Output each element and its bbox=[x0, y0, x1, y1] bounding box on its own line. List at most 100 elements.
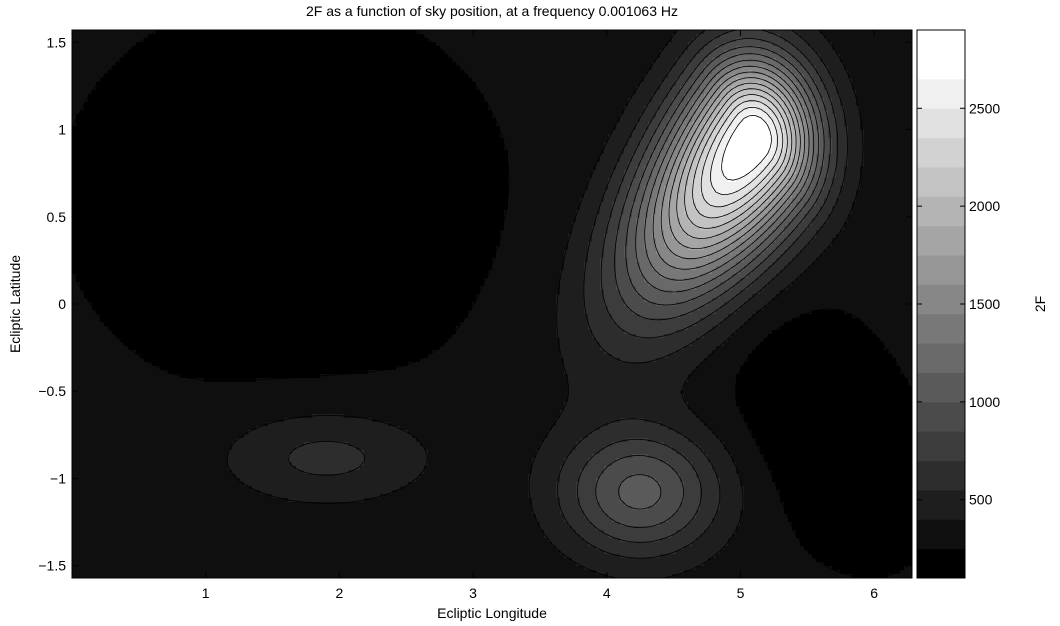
contour-band-cell bbox=[700, 478, 721, 483]
contour-band-cell bbox=[732, 94, 745, 99]
contour-band-cell bbox=[736, 78, 765, 83]
contour-band-cell bbox=[776, 170, 785, 175]
contour-band-cell bbox=[672, 182, 681, 187]
contour-band-cell bbox=[792, 190, 801, 195]
contour-band-cell bbox=[560, 278, 585, 283]
contour-band-cell bbox=[616, 166, 629, 171]
contour-band-cell bbox=[684, 230, 725, 235]
contour-band-cell bbox=[736, 106, 749, 111]
contour-band-cell bbox=[716, 98, 721, 103]
contour-band-cell bbox=[724, 546, 805, 551]
contour-band-cell bbox=[644, 246, 657, 251]
contour-band-cell bbox=[636, 250, 649, 255]
contour-band-cell bbox=[644, 218, 653, 223]
contour-band-cell bbox=[772, 194, 777, 199]
colorbar-band bbox=[917, 343, 965, 373]
contour-band-cell bbox=[844, 62, 912, 67]
contour-band-cell bbox=[408, 430, 549, 435]
contour-band-cell bbox=[700, 114, 705, 119]
contour-band-cell bbox=[836, 114, 845, 119]
contour-band-cell bbox=[716, 154, 725, 159]
contour-band-cell bbox=[804, 186, 809, 191]
contour-band-cell bbox=[788, 114, 793, 119]
contour-band-cell bbox=[648, 122, 661, 127]
contour-band-cell bbox=[644, 106, 661, 111]
contour-band-cell bbox=[568, 454, 593, 459]
contour-band-cell bbox=[800, 62, 813, 67]
contour-band-cell bbox=[588, 458, 617, 463]
contour-band-cell bbox=[740, 510, 785, 515]
contour-band-cell bbox=[592, 430, 677, 435]
contour-band-cell bbox=[848, 214, 912, 219]
contour-band-cell bbox=[848, 142, 865, 147]
contour-band-cell bbox=[628, 222, 637, 227]
contour-band-cell bbox=[284, 418, 373, 423]
contour-band-cell bbox=[772, 330, 873, 335]
contour-band-cell bbox=[740, 518, 789, 523]
contour-band-cell bbox=[716, 134, 725, 139]
contour-band-cell bbox=[648, 506, 681, 511]
contour-band-cell bbox=[800, 250, 825, 255]
contour-band-cell bbox=[780, 90, 789, 95]
contour-band-cell bbox=[692, 222, 725, 227]
contour-band-cell bbox=[824, 142, 833, 147]
colorbar-band bbox=[917, 255, 965, 285]
contour-band-cell bbox=[616, 274, 629, 279]
contour-band-cell bbox=[228, 450, 293, 455]
contour-band-cell bbox=[688, 234, 717, 239]
contour-band-cell bbox=[832, 42, 912, 47]
contour-band-cell bbox=[808, 122, 813, 127]
contour-band-cell bbox=[800, 146, 805, 151]
contour-band-cell bbox=[800, 138, 805, 143]
contour-band-cell bbox=[712, 178, 729, 183]
contour-band-cell bbox=[600, 474, 633, 479]
contour-band-cell bbox=[744, 302, 769, 307]
contour-band-cell bbox=[816, 82, 825, 87]
contour-band-cell bbox=[736, 386, 912, 391]
contour-band-cell bbox=[732, 130, 773, 135]
contour-band-cell bbox=[720, 294, 737, 299]
contour-band-cell bbox=[680, 226, 701, 231]
contour-band-cell bbox=[676, 30, 705, 35]
contour-band-cell bbox=[148, 34, 425, 39]
contour-band-cell bbox=[632, 206, 641, 211]
contour-band-cell bbox=[780, 498, 912, 503]
contour-band-cell bbox=[644, 154, 653, 159]
contour-band-cell bbox=[564, 402, 689, 407]
contour-band-cell bbox=[132, 46, 441, 51]
contour-band-cell bbox=[228, 462, 293, 467]
contour-band-cell bbox=[100, 314, 469, 319]
contour-band-cell bbox=[860, 122, 912, 127]
contour-band-cell bbox=[668, 246, 689, 251]
contour-band-cell bbox=[680, 390, 737, 395]
contour-band-cell bbox=[816, 214, 829, 219]
contour-band-cell bbox=[744, 186, 757, 191]
contour-band-cell bbox=[752, 314, 801, 319]
contour-band-cell bbox=[668, 150, 673, 155]
contour-band-cell bbox=[784, 106, 789, 111]
contour-band-cell bbox=[792, 210, 801, 215]
contour-band-cell bbox=[72, 222, 505, 227]
contour-band-cell bbox=[776, 126, 781, 131]
contour-band-cell bbox=[828, 94, 841, 99]
contour-band-cell bbox=[668, 202, 677, 207]
colorbar-tick-label: 1000 bbox=[969, 394, 1000, 410]
contour-band-cell bbox=[880, 338, 912, 343]
contour-band-cell bbox=[784, 238, 797, 243]
contour-band-cell bbox=[664, 142, 673, 147]
contour-band-cell bbox=[72, 454, 229, 459]
contour-band-cell bbox=[72, 194, 509, 199]
contour-band-cell bbox=[620, 222, 629, 227]
contour-band-cell bbox=[668, 146, 677, 151]
contour-band-cell bbox=[756, 346, 885, 351]
contour-band-cell bbox=[736, 90, 765, 95]
contour-band-cell bbox=[676, 330, 709, 335]
contour-band-cell bbox=[640, 294, 701, 299]
contour-band-cell bbox=[728, 542, 801, 547]
contour-band-cell bbox=[736, 330, 773, 335]
contour-band-cell bbox=[508, 186, 589, 191]
contour-band-cell bbox=[612, 354, 669, 359]
contour-band-cell bbox=[664, 190, 673, 195]
contour-band-cell bbox=[800, 158, 805, 163]
